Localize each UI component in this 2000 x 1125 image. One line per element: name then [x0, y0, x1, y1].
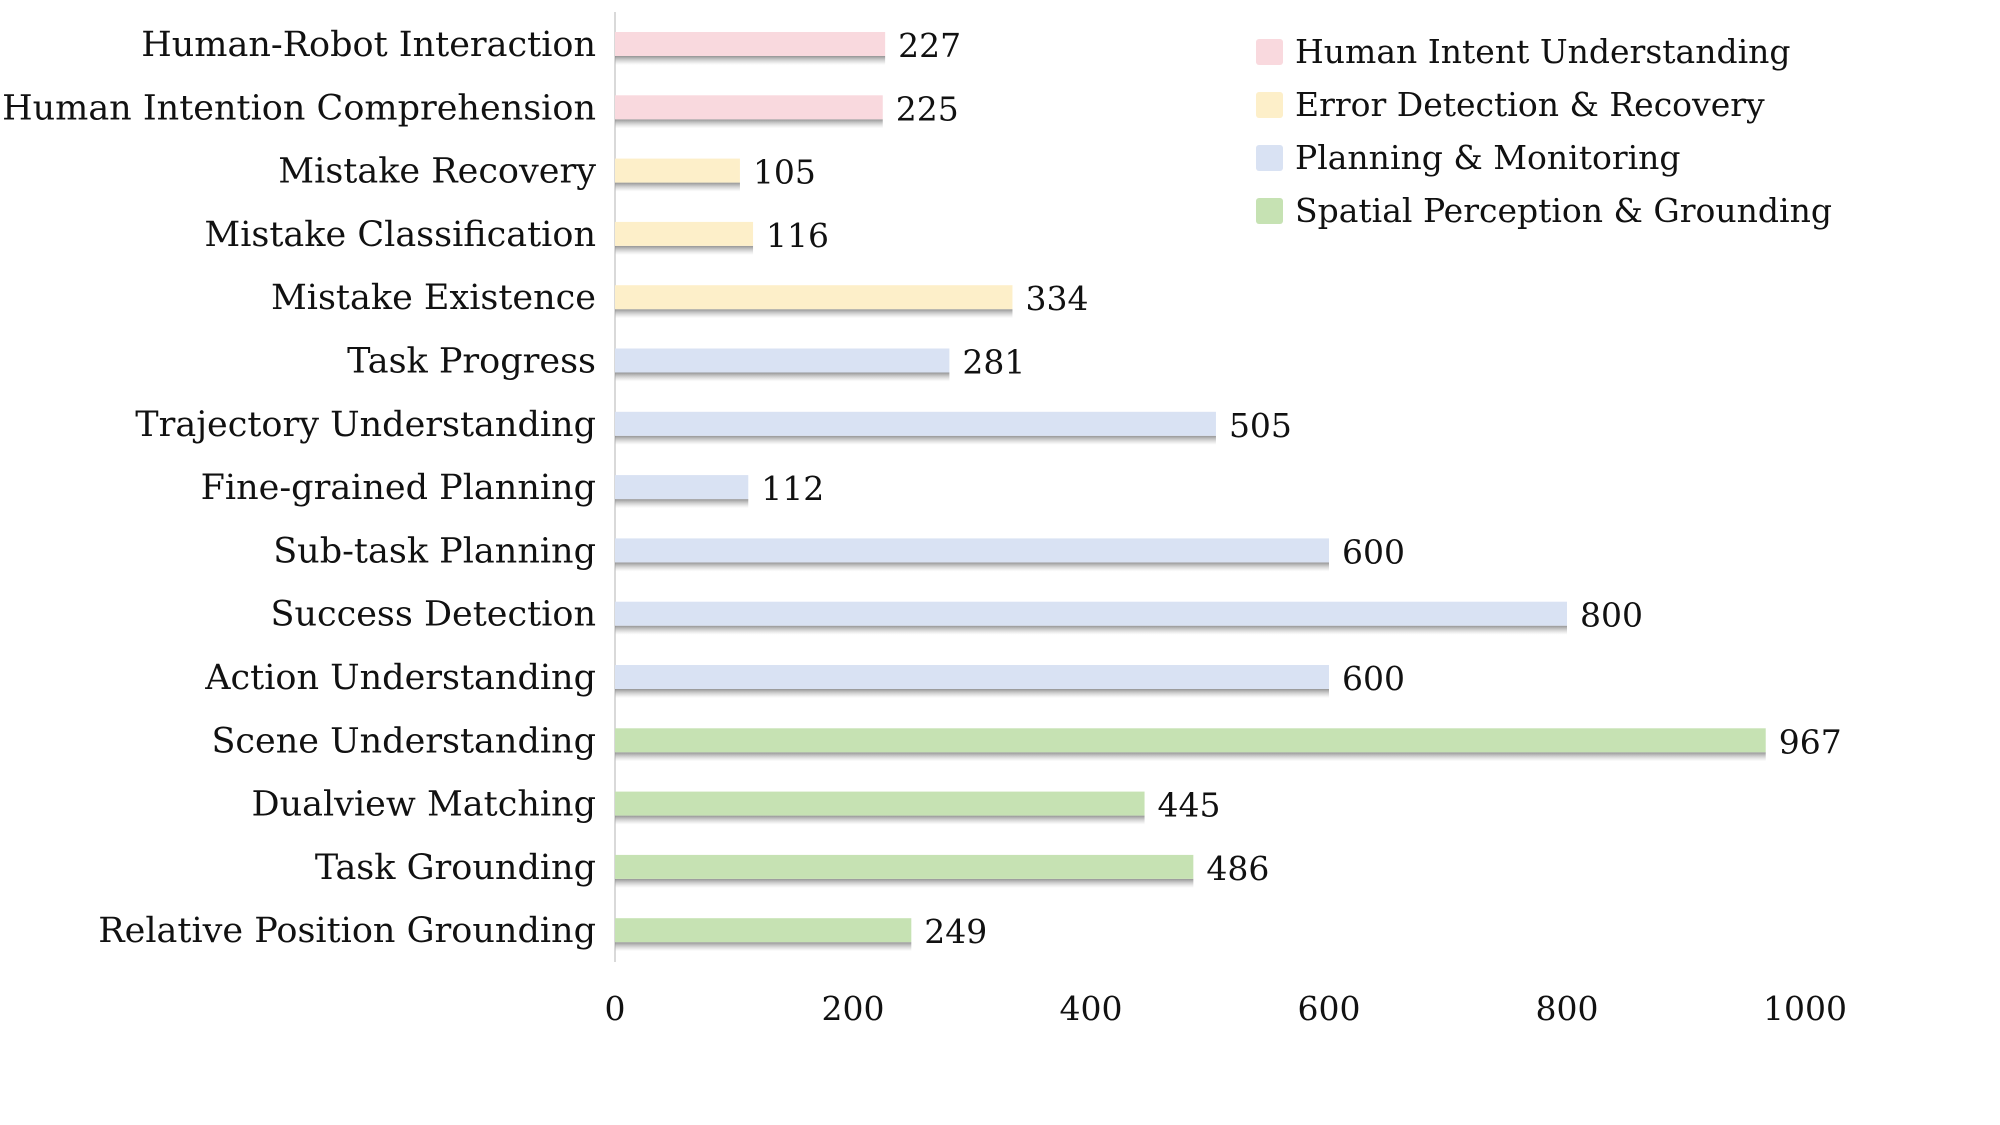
bar-shadow: [615, 625, 1567, 635]
bar: [615, 538, 1329, 563]
legend-swatch: [1256, 92, 1283, 118]
bar: [615, 285, 1013, 310]
legend-item: Error Detection & Recovery: [1256, 85, 1765, 124]
data-label: 105: [753, 153, 816, 192]
data-label: 227: [898, 26, 961, 65]
bar-shadow: [615, 878, 1194, 888]
bar: [615, 854, 1194, 879]
data-label: 600: [1342, 532, 1405, 571]
bar: [615, 791, 1145, 816]
data-label: 967: [1779, 722, 1842, 761]
bar-shadow: [615, 119, 883, 129]
bar: [615, 348, 950, 373]
bar: [615, 918, 912, 943]
data-label: 334: [1025, 279, 1088, 318]
bar: [615, 95, 883, 120]
x-tick-label: 1000: [1763, 989, 1847, 1028]
legend-swatch: [1256, 145, 1283, 171]
category-label: Action Understanding: [204, 658, 596, 698]
bar-shadow: [615, 752, 1766, 762]
bar: [615, 221, 754, 246]
bar: [615, 411, 1216, 436]
data-label: 112: [761, 469, 824, 508]
bar: [615, 665, 1329, 689]
category-label: Mistake Recovery: [278, 152, 596, 192]
legend-label: Spatial Perception & Grounding: [1295, 191, 1832, 230]
category-label: Scene Understanding: [211, 721, 596, 761]
legend-swatch: [1256, 198, 1283, 224]
category-label: Human-Robot Interaction: [141, 25, 596, 65]
data-label: 281: [962, 343, 1025, 382]
data-label: 600: [1342, 659, 1405, 698]
bar: [615, 158, 740, 183]
x-tick-label: 800: [1536, 989, 1599, 1028]
bar: [615, 475, 749, 500]
data-label: 486: [1206, 849, 1269, 888]
x-tick-label: 400: [1060, 989, 1123, 1028]
data-label: 505: [1229, 406, 1292, 445]
bar-shadow: [615, 942, 912, 952]
bar-shadow: [615, 372, 950, 382]
category-label: Relative Position Grounding: [98, 911, 596, 951]
category-label: Task Grounding: [315, 848, 596, 888]
legend-label: Error Detection & Recovery: [1295, 85, 1765, 124]
legend-label: Planning & Monitoring: [1295, 138, 1681, 177]
bar-shadow: [615, 245, 754, 255]
category-label: Human Intention Comprehension: [2, 88, 596, 128]
bar-shadow: [615, 182, 740, 192]
bar-shadow: [615, 309, 1013, 319]
legend-item: Human Intent Understanding: [1256, 32, 1791, 71]
bar-shadow: [615, 56, 886, 65]
data-label: 445: [1158, 786, 1221, 825]
category-label: Task Progress: [347, 342, 596, 382]
data-label: 116: [766, 216, 829, 255]
bar-shadow: [615, 815, 1145, 825]
legend-item: Planning & Monitoring: [1256, 138, 1681, 177]
legend-swatch: [1256, 39, 1283, 65]
bar-shadow: [615, 562, 1329, 572]
bar-shadow: [615, 435, 1216, 445]
category-label: Sub-task Planning: [273, 531, 596, 571]
category-label: Mistake Existence: [271, 278, 596, 318]
bar: [615, 728, 1766, 753]
bar-shadow: [615, 689, 1329, 698]
x-tick-label: 200: [822, 989, 885, 1028]
category-label: Trajectory Understanding: [135, 405, 596, 445]
x-tick-label: 0: [605, 989, 626, 1028]
legend-item: Spatial Perception & Grounding: [1256, 191, 1832, 230]
category-label: Success Detection: [270, 595, 596, 635]
legend-label: Human Intent Understanding: [1295, 32, 1791, 71]
data-label: 800: [1580, 596, 1643, 635]
category-label: Fine-grained Planning: [201, 468, 596, 508]
data-label: 225: [896, 89, 959, 128]
x-tick-label: 600: [1298, 989, 1361, 1028]
bar: [615, 601, 1567, 626]
category-label: Dualview Matching: [252, 785, 596, 825]
bar-shadow: [615, 499, 749, 509]
bar: [615, 32, 886, 56]
data-label: 249: [924, 912, 987, 951]
category-label: Mistake Classification: [204, 215, 596, 255]
